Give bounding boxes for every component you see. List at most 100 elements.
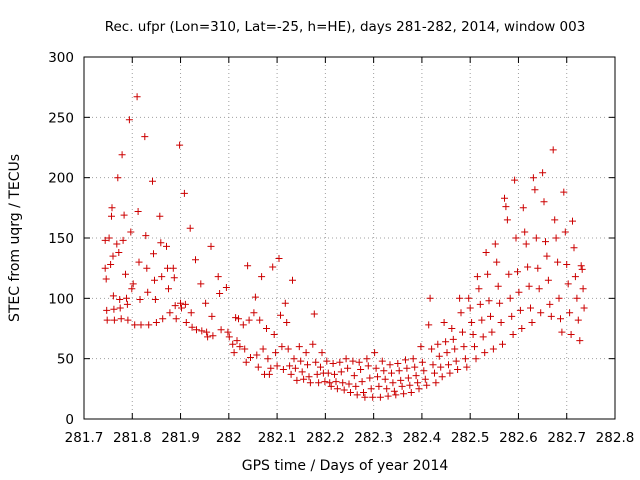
- data-point: [412, 372, 420, 380]
- data-point: [309, 340, 317, 348]
- y-tick-label: 200: [48, 171, 74, 187]
- data-point: [103, 316, 111, 324]
- data-point: [289, 276, 296, 284]
- data-point: [446, 369, 454, 377]
- data-point: [525, 282, 533, 290]
- data-point: [425, 321, 433, 329]
- data-point: [479, 333, 487, 341]
- data-point: [116, 296, 124, 303]
- data-point: [473, 273, 481, 281]
- data-point: [400, 390, 408, 398]
- data-point: [331, 370, 338, 378]
- data-point: [310, 310, 318, 318]
- data-point: [554, 258, 562, 266]
- data-point: [529, 174, 537, 182]
- data-point: [511, 176, 519, 184]
- data-point: [129, 280, 137, 288]
- data-point: [418, 358, 426, 366]
- y-tick-label: 0: [65, 412, 74, 428]
- data-point: [134, 208, 142, 215]
- data-point: [499, 340, 506, 348]
- data-point: [224, 328, 232, 336]
- data-point: [349, 357, 357, 365]
- data-point: [158, 273, 166, 281]
- data-points: [101, 93, 588, 401]
- data-point: [131, 321, 139, 329]
- y-tick-label: 250: [48, 110, 74, 126]
- data-point: [485, 297, 493, 305]
- data-point: [468, 319, 476, 326]
- data-point: [207, 242, 215, 250]
- data-point: [171, 302, 179, 310]
- data-point: [115, 249, 123, 256]
- data-point: [172, 315, 180, 323]
- data-point: [105, 234, 113, 242]
- data-point: [270, 331, 278, 338]
- data-point: [108, 204, 116, 212]
- data-point: [534, 264, 542, 272]
- data-point: [355, 358, 363, 366]
- data-point: [180, 189, 188, 197]
- data-point: [264, 355, 272, 363]
- data-point: [178, 304, 185, 312]
- data-point: [426, 294, 434, 302]
- data-point: [110, 305, 118, 313]
- data-point: [295, 343, 303, 351]
- data-point: [509, 331, 517, 338]
- data-point: [286, 362, 294, 370]
- data-point: [397, 376, 405, 384]
- data-point: [123, 294, 130, 302]
- data-point: [544, 276, 552, 284]
- data-point: [203, 328, 211, 336]
- data-point: [233, 337, 241, 345]
- data-point: [326, 379, 334, 387]
- data-point: [287, 370, 295, 378]
- data-point: [114, 174, 122, 182]
- data-point: [197, 280, 205, 288]
- data-point: [275, 255, 283, 262]
- data-point: [113, 240, 121, 248]
- data-point: [304, 361, 311, 369]
- data-point: [267, 364, 275, 372]
- data-point: [371, 349, 379, 357]
- y-tick-label: 50: [57, 352, 74, 368]
- data-point: [414, 379, 422, 387]
- y-tick-label: 100: [48, 291, 74, 307]
- data-point: [103, 306, 111, 314]
- data-point: [166, 309, 174, 317]
- data-point: [406, 381, 414, 389]
- data-point: [163, 242, 170, 250]
- data-point: [380, 367, 388, 375]
- data-point: [549, 146, 557, 154]
- data-point: [527, 304, 534, 312]
- data-point: [239, 321, 247, 329]
- data-point: [202, 299, 210, 307]
- data-point: [438, 373, 446, 381]
- x-tick-label: 281.9: [161, 430, 200, 446]
- data-point: [258, 273, 266, 281]
- data-point: [272, 349, 280, 357]
- axis-ticks: [83, 56, 616, 420]
- data-point: [291, 364, 299, 372]
- data-point: [342, 355, 350, 363]
- data-point: [432, 379, 440, 387]
- data-point: [102, 275, 110, 283]
- data-point: [466, 304, 474, 312]
- data-point: [119, 236, 127, 244]
- data-point: [451, 345, 459, 353]
- data-point: [278, 343, 286, 351]
- data-point: [409, 355, 417, 363]
- data-point: [358, 378, 366, 386]
- data-point: [133, 93, 141, 101]
- data-point: [345, 380, 353, 388]
- data-point: [216, 290, 224, 297]
- data-point: [489, 345, 497, 353]
- data-point: [443, 349, 451, 357]
- data-point: [157, 239, 165, 247]
- data-point: [558, 328, 566, 336]
- data-point: [177, 299, 184, 307]
- data-point: [333, 385, 341, 393]
- data-point: [461, 355, 469, 363]
- data-point: [522, 240, 530, 248]
